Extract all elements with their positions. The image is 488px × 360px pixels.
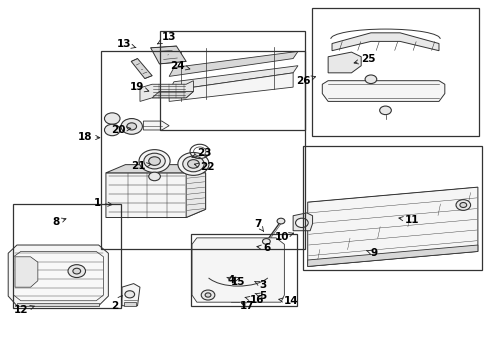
- Text: 15: 15: [226, 277, 245, 287]
- Text: 4: 4: [227, 275, 239, 285]
- Polygon shape: [15, 257, 38, 287]
- Circle shape: [262, 239, 270, 244]
- Circle shape: [124, 291, 134, 298]
- Polygon shape: [239, 296, 255, 301]
- Circle shape: [104, 124, 120, 136]
- Circle shape: [148, 157, 160, 165]
- Polygon shape: [292, 213, 312, 231]
- Circle shape: [183, 156, 203, 172]
- Circle shape: [143, 153, 165, 169]
- Circle shape: [459, 203, 466, 207]
- Text: 26: 26: [295, 76, 315, 86]
- Polygon shape: [106, 165, 205, 173]
- Text: 23: 23: [191, 148, 211, 158]
- Polygon shape: [267, 277, 276, 285]
- Polygon shape: [331, 33, 438, 51]
- Polygon shape: [243, 285, 264, 293]
- Text: 1: 1: [94, 198, 112, 208]
- Circle shape: [139, 150, 170, 172]
- Polygon shape: [169, 51, 297, 76]
- Polygon shape: [131, 59, 152, 78]
- Circle shape: [365, 75, 376, 84]
- Circle shape: [277, 218, 285, 224]
- Text: 13: 13: [157, 32, 176, 44]
- Polygon shape: [230, 298, 238, 302]
- Text: 22: 22: [194, 162, 214, 172]
- Text: 13: 13: [117, 39, 136, 49]
- Polygon shape: [322, 81, 444, 102]
- Text: 12: 12: [14, 305, 34, 315]
- Polygon shape: [307, 245, 477, 266]
- Bar: [101, 51, 304, 249]
- Text: 7: 7: [254, 219, 263, 231]
- Polygon shape: [211, 245, 249, 251]
- Bar: [160, 31, 304, 130]
- Text: 8: 8: [52, 217, 66, 227]
- Circle shape: [455, 200, 469, 210]
- Polygon shape: [150, 46, 186, 64]
- Circle shape: [148, 172, 160, 181]
- Polygon shape: [307, 187, 477, 266]
- Circle shape: [201, 290, 214, 300]
- Bar: [191, 234, 296, 306]
- Text: 14: 14: [278, 296, 297, 306]
- Polygon shape: [327, 52, 361, 73]
- Text: 17: 17: [239, 301, 254, 311]
- Circle shape: [379, 106, 390, 114]
- Circle shape: [68, 265, 85, 278]
- Text: 25: 25: [353, 54, 375, 64]
- Text: 9: 9: [366, 248, 377, 258]
- Polygon shape: [192, 238, 284, 302]
- Polygon shape: [152, 91, 193, 98]
- Polygon shape: [14, 251, 103, 301]
- Bar: [302, 146, 481, 270]
- Circle shape: [187, 159, 199, 168]
- Text: 10: 10: [274, 232, 293, 242]
- Text: 19: 19: [129, 82, 148, 92]
- Polygon shape: [17, 303, 99, 306]
- Circle shape: [204, 293, 210, 297]
- Text: 18: 18: [78, 132, 100, 142]
- Polygon shape: [122, 284, 140, 306]
- Text: 3: 3: [254, 280, 266, 291]
- Text: 24: 24: [170, 61, 189, 71]
- Polygon shape: [186, 173, 205, 217]
- Polygon shape: [8, 245, 108, 306]
- Text: 20: 20: [111, 125, 130, 135]
- Circle shape: [236, 276, 240, 279]
- Polygon shape: [106, 173, 205, 217]
- Circle shape: [295, 218, 307, 228]
- Circle shape: [73, 268, 81, 274]
- Text: 11: 11: [398, 215, 419, 225]
- Circle shape: [104, 113, 120, 124]
- Text: 21: 21: [131, 161, 151, 171]
- Polygon shape: [169, 66, 297, 91]
- Bar: [13, 204, 121, 308]
- Polygon shape: [243, 277, 268, 285]
- Text: 2: 2: [111, 296, 122, 311]
- Circle shape: [178, 153, 208, 175]
- Polygon shape: [140, 81, 193, 102]
- Circle shape: [234, 274, 243, 280]
- Circle shape: [121, 118, 142, 134]
- Text: 5: 5: [254, 291, 266, 301]
- Circle shape: [126, 123, 136, 130]
- Bar: [311, 8, 478, 136]
- Polygon shape: [143, 121, 169, 130]
- Text: 16: 16: [244, 296, 264, 305]
- Polygon shape: [169, 73, 292, 102]
- Circle shape: [250, 277, 260, 284]
- Text: 6: 6: [256, 243, 270, 253]
- Polygon shape: [123, 302, 135, 306]
